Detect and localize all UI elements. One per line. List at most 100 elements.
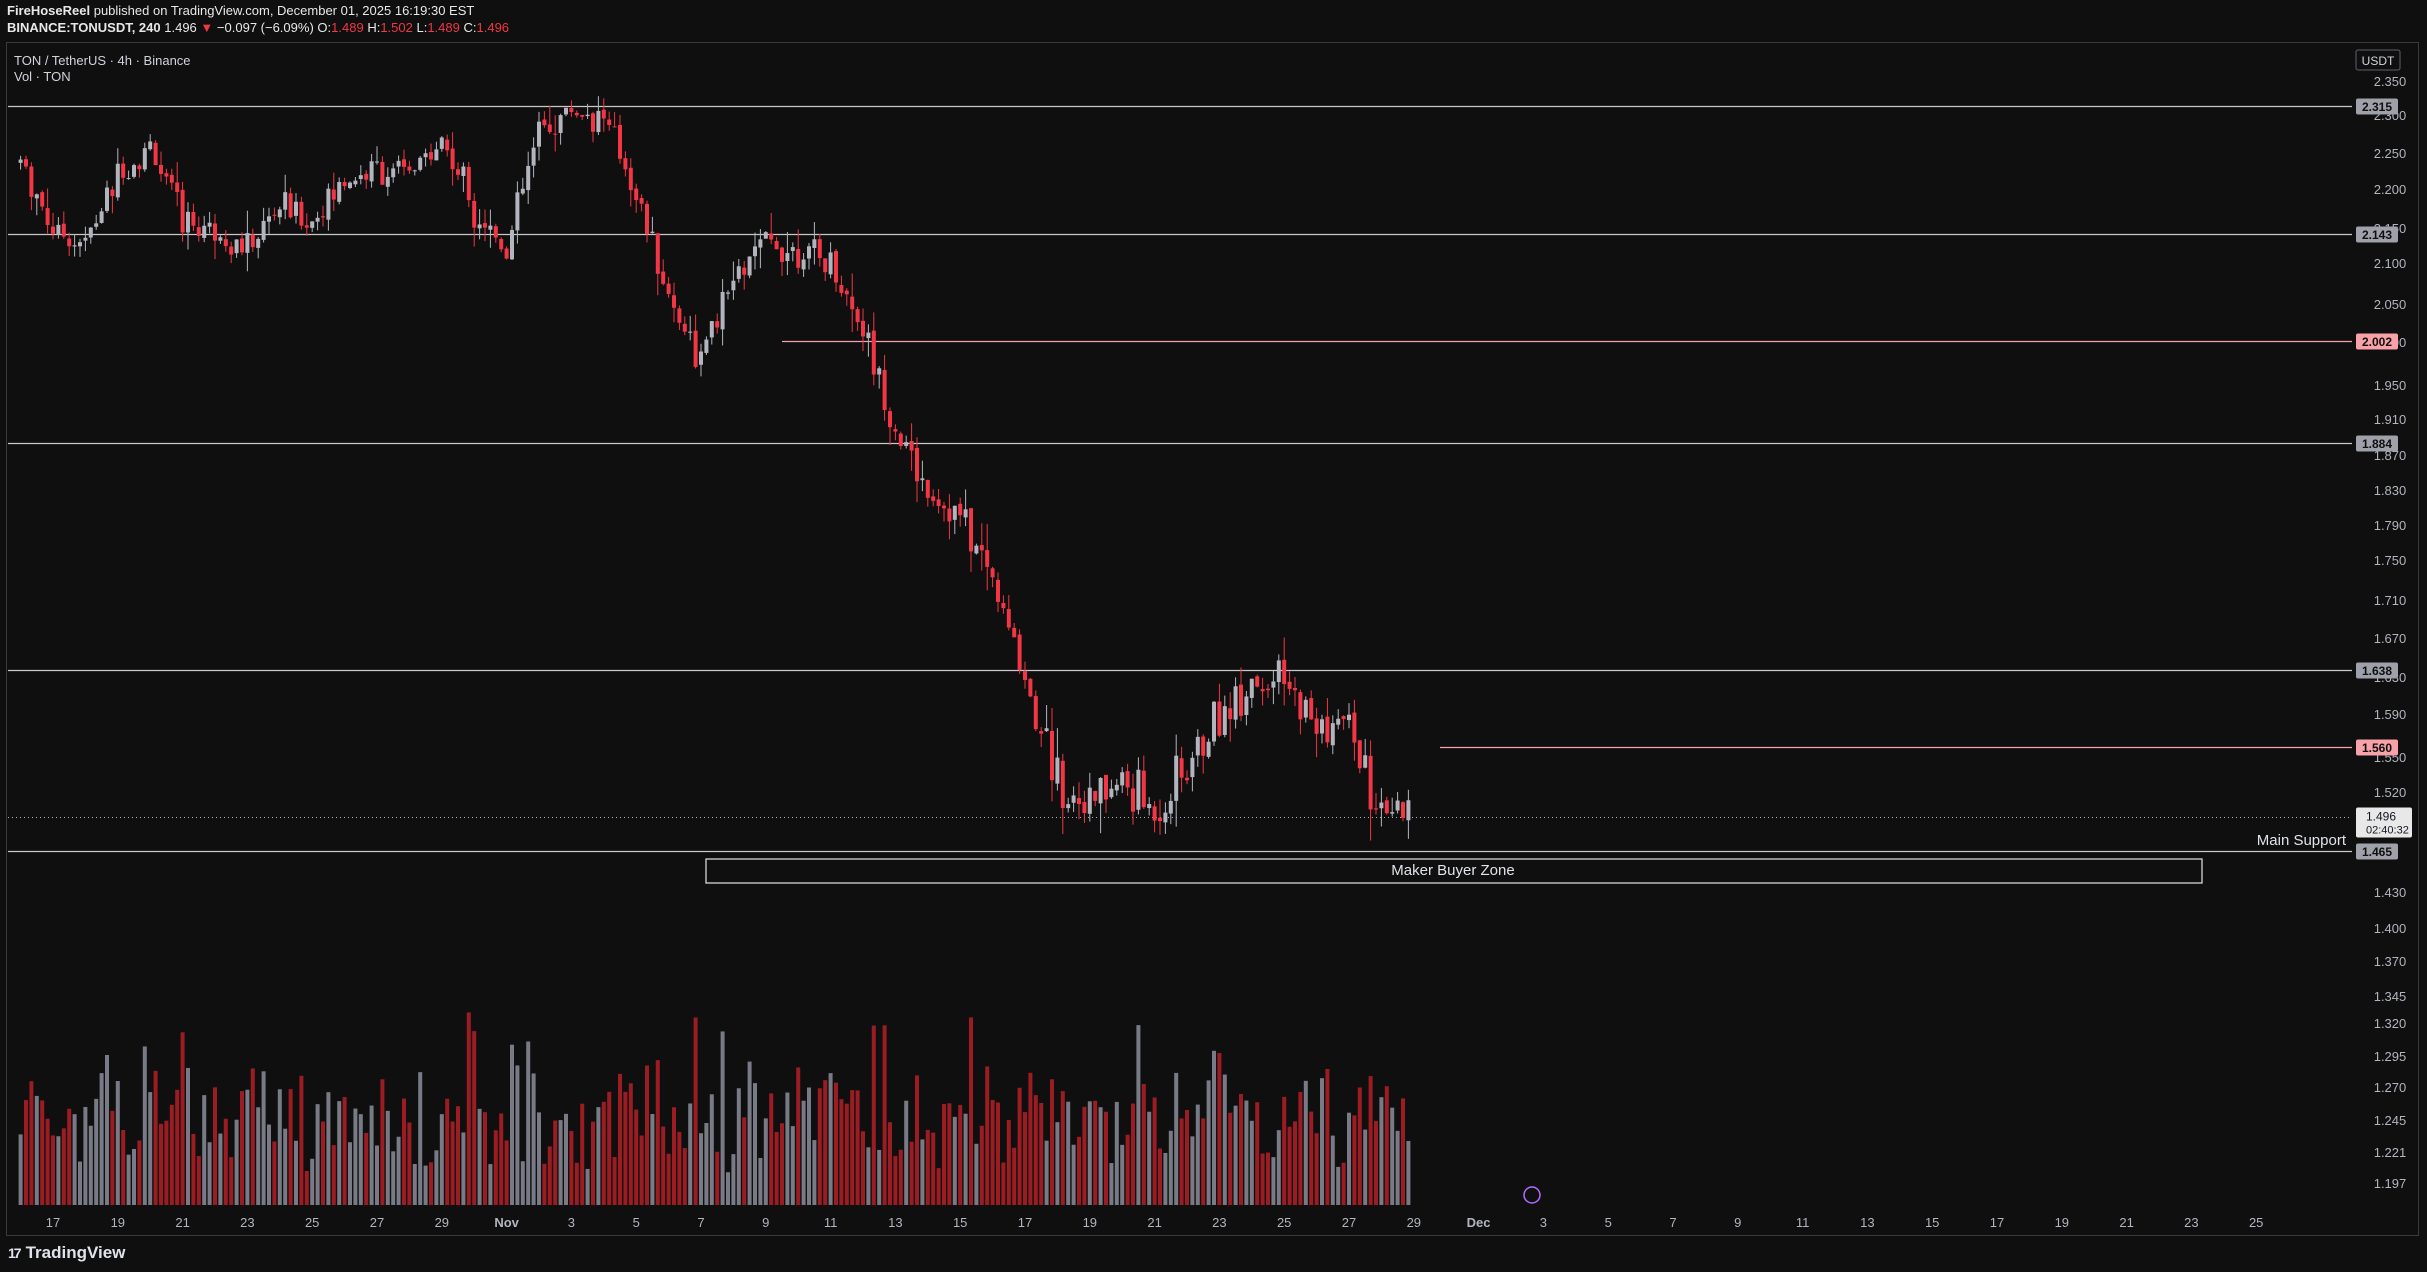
volume-bar: [1233, 1105, 1238, 1205]
candle-body: [126, 178, 131, 180]
candle-body: [256, 238, 261, 248]
volume-bar: [1001, 1162, 1006, 1205]
volume-bar: [909, 1141, 914, 1205]
volume-bar: [1039, 1102, 1044, 1205]
candle-body: [207, 222, 212, 227]
chart-frame[interactable]: [6, 42, 2419, 1236]
volume-bar: [250, 1068, 255, 1205]
candle-body: [1255, 676, 1260, 687]
volume-bar: [456, 1106, 460, 1205]
volume-bar: [758, 1157, 763, 1205]
candle-body: [774, 240, 779, 250]
candle-body: [1374, 808, 1378, 810]
maker-buyer-zone: [705, 858, 2203, 884]
candle-body: [1077, 798, 1081, 805]
candle-body: [29, 166, 34, 197]
candle-body: [1114, 784, 1119, 791]
volume-bar: [1368, 1076, 1373, 1205]
candle-body: [375, 161, 379, 163]
volume-bar: [704, 1123, 709, 1205]
candle-body: [920, 478, 925, 481]
level-price-tag: [2356, 98, 2398, 115]
level-price-tag: [2356, 662, 2398, 679]
volume-bar: [315, 1104, 320, 1205]
x-axis-tick-label: 15: [953, 1215, 967, 1230]
candle-body: [639, 198, 644, 204]
candle-body: [24, 159, 28, 167]
candle-body: [898, 433, 903, 447]
x-axis-tick-label: 29: [1407, 1215, 1421, 1230]
candle-body: [380, 161, 385, 185]
candle-body: [1131, 788, 1135, 812]
volume-bar: [142, 1046, 147, 1205]
candle-body: [94, 223, 99, 227]
candle-body: [1282, 659, 1287, 685]
candle-body: [618, 124, 622, 159]
volume-bar: [439, 1114, 444, 1205]
candle-body: [655, 233, 660, 274]
volume-bar: [931, 1132, 936, 1205]
volume-bar: [1330, 1135, 1335, 1205]
x-axis-tick-label: 7: [697, 1215, 704, 1230]
footer: [0, 1238, 2427, 1272]
low-value: 1.489: [427, 20, 460, 35]
candle-body: [67, 238, 72, 247]
volume-bar: [110, 1110, 115, 1205]
y-axis-tick-label: 1.830: [2374, 483, 2407, 498]
candle-body: [1320, 719, 1324, 734]
candle-body: [871, 330, 876, 375]
close-label: C:: [463, 20, 477, 35]
volume-bar: [526, 1041, 531, 1205]
candle-body: [283, 192, 288, 210]
tradingview-logo[interactable]: 17 TradingView: [8, 1243, 125, 1263]
candle-body: [1174, 755, 1179, 801]
volume-bar: [1341, 1162, 1346, 1205]
candle-body: [213, 223, 217, 241]
volume-bar: [304, 1170, 309, 1205]
volume-bar: [218, 1133, 223, 1205]
volume-bar: [542, 1163, 547, 1205]
y-axis-tick-label: 1.910: [2374, 412, 2407, 427]
candle-body: [1309, 698, 1314, 720]
volume-bar: [1028, 1072, 1033, 1205]
volume-bar: [596, 1107, 601, 1205]
symbol-label[interactable]: BINANCE:TONUSDT, 240: [7, 20, 161, 35]
candle-body: [364, 173, 369, 180]
volume-bar: [191, 1133, 196, 1205]
candle-body: [396, 160, 401, 167]
volume-bar: [720, 1031, 725, 1205]
x-axis-tick-label: 13: [1860, 1215, 1874, 1230]
volume-bar: [569, 1130, 574, 1205]
volume-bar: [699, 1133, 703, 1205]
volume-bar: [844, 1103, 849, 1205]
volume-bar: [132, 1148, 136, 1205]
candle-body: [780, 247, 784, 262]
volume-bar: [780, 1123, 784, 1205]
x-axis-tick-label: 17: [1990, 1215, 2004, 1230]
price-change: −0.097 (−6.09%): [216, 20, 314, 35]
candle-body: [40, 192, 45, 207]
volume-bar: [1244, 1100, 1249, 1205]
volume-bar: [483, 1112, 487, 1205]
volume-bar: [1379, 1097, 1384, 1205]
candle-body: [758, 239, 763, 248]
volume-bar: [126, 1154, 131, 1205]
candle-body: [72, 245, 77, 247]
candle-body: [407, 166, 412, 171]
candle-body: [61, 223, 66, 237]
volume-bar: [747, 1061, 752, 1205]
volume-bar: [1050, 1079, 1054, 1205]
volume-bar: [1239, 1093, 1243, 1205]
author-name[interactable]: FireHoseReel: [7, 3, 91, 18]
volume-bar: [753, 1083, 757, 1205]
x-axis-tick-label: Nov: [494, 1215, 519, 1230]
candle-body: [1120, 772, 1125, 786]
candle-body: [785, 253, 790, 261]
candle-body: [1233, 686, 1238, 720]
volume-bar: [1012, 1147, 1017, 1205]
candle-body: [834, 251, 838, 283]
volume-bar: [331, 1145, 336, 1205]
volume-bar: [623, 1091, 628, 1205]
candle-body: [1390, 812, 1395, 814]
